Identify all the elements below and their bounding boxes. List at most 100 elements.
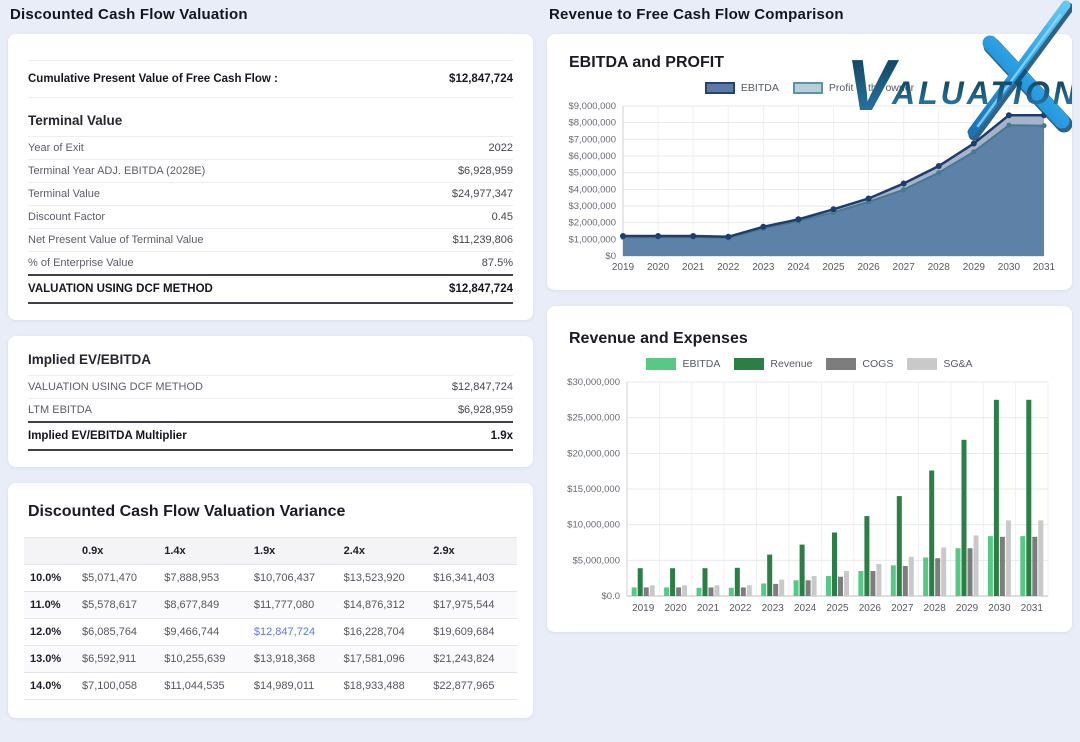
variance-header-row: 0.9x 1.4x 1.9x 2.4x 2.9x	[24, 538, 517, 565]
terminal-value-section: Terminal Value Year of Exit 2022 Termina…	[28, 113, 513, 304]
bar-chart: $0.0$5,000,000$10,000,000$15,000,000$20,…	[563, 376, 1056, 620]
table-row: 13.0%$6,592,911$10,255,639$13,918,368$17…	[24, 646, 517, 673]
left-column: Discounted Cash Flow Valuation Cumulativ…	[8, 4, 533, 734]
bar	[870, 571, 875, 596]
svg-text:$0: $0	[605, 251, 616, 262]
terminal-value-title: Terminal Value	[28, 113, 513, 137]
row-label: 11.0%	[24, 592, 76, 619]
table-cell: $8,677,849	[158, 592, 248, 619]
bar	[1000, 537, 1005, 596]
legend-item: EBITDA	[705, 82, 779, 94]
table-cell: $6,592,911	[76, 646, 158, 673]
bar	[903, 566, 908, 596]
bar	[773, 584, 778, 596]
svg-text:2022: 2022	[717, 262, 740, 273]
bar	[864, 516, 869, 596]
svg-text:2031: 2031	[1021, 603, 1044, 614]
bar	[638, 568, 643, 596]
svg-text:2029: 2029	[956, 603, 979, 614]
col-header: 1.4x	[158, 538, 248, 565]
total-value: $12,847,724	[449, 283, 513, 295]
svg-text:2024: 2024	[787, 262, 810, 273]
data-point	[1041, 112, 1047, 118]
bar	[923, 558, 928, 597]
svg-text:2021: 2021	[682, 262, 705, 273]
table-row: Year of Exit 2022	[28, 137, 513, 160]
svg-text:$4,000,000: $4,000,000	[568, 184, 616, 195]
row-label: VALUATION USING DCF METHOD	[28, 381, 203, 393]
svg-text:$15,000,000: $15,000,000	[567, 484, 620, 495]
legend-label: COGS	[862, 358, 893, 370]
bar	[988, 536, 993, 596]
implied-title: Implied EV/EBITDA	[28, 352, 513, 376]
table-cell: $16,341,403	[427, 565, 517, 592]
bar	[826, 576, 831, 596]
svg-text:2025: 2025	[826, 603, 849, 614]
row-label: Discount Factor	[28, 211, 105, 223]
svg-text:2023: 2023	[762, 603, 785, 614]
corner-cell	[24, 538, 76, 565]
bar	[858, 571, 863, 596]
table-cell: $13,918,368	[248, 646, 338, 673]
bar	[897, 496, 902, 596]
total-value: 1.9x	[491, 430, 513, 442]
bar	[891, 565, 896, 596]
svg-text:2024: 2024	[794, 603, 817, 614]
table-cell: $16,228,704	[338, 619, 428, 646]
legend-label: EBITDA	[741, 82, 779, 94]
bar	[644, 587, 649, 596]
total-label: VALUATION USING DCF METHOD	[28, 283, 213, 295]
legend-swatch-icon	[793, 82, 823, 94]
right-heading: Revenue to Free Cash Flow Comparison	[549, 6, 1072, 23]
table-row: Terminal Value $24,977,347	[28, 183, 513, 206]
bar	[670, 568, 675, 596]
dcf-total-row: VALUATION USING DCF METHOD $12,847,724	[28, 274, 513, 304]
bar	[682, 585, 687, 596]
row-value: 87.5%	[482, 257, 513, 269]
svg-text:$6,000,000: $6,000,000	[568, 151, 616, 162]
table-cell: $11,777,080	[248, 592, 338, 619]
bar	[697, 588, 702, 596]
total-label: Implied EV/EBITDA Multiplier	[28, 430, 187, 442]
data-point	[1006, 123, 1011, 128]
variance-table-body: 10.0%$5,071,470$7,888,953$10,706,437$13,…	[24, 565, 517, 700]
cumulative-pv-row: Cumulative Present Value of Free Cash Fl…	[28, 61, 513, 98]
row-label: 10.0%	[24, 565, 76, 592]
row-value: 2022	[489, 142, 513, 154]
ebitda-profit-card: V ALUATION EBITDA and PROFIT EBITDAProfi…	[547, 34, 1072, 290]
bar	[929, 471, 934, 597]
svg-text:2027: 2027	[893, 262, 916, 273]
svg-text:2026: 2026	[857, 262, 880, 273]
legend-label: Profit to the owner	[829, 82, 914, 94]
cumulative-pv-label: Cumulative Present Value of Free Cash Fl…	[28, 73, 278, 85]
left-heading: Discounted Cash Flow Valuation	[10, 6, 533, 23]
area-chart-title: EBITDA and PROFIT	[569, 54, 1056, 72]
col-header: 2.4x	[338, 538, 428, 565]
legend-swatch-icon	[705, 82, 735, 94]
svg-text:$5,000,000: $5,000,000	[572, 555, 620, 566]
svg-text:$20,000,000: $20,000,000	[567, 448, 620, 459]
svg-text:2026: 2026	[859, 603, 882, 614]
svg-text:$0.0: $0.0	[602, 591, 621, 602]
table-cell: $14,989,011	[248, 673, 338, 700]
legend-item: SG&A	[907, 358, 972, 370]
bar	[1032, 537, 1037, 596]
row-label: 13.0%	[24, 646, 76, 673]
bar	[632, 587, 637, 596]
data-point	[1041, 123, 1046, 128]
bar	[994, 400, 999, 596]
svg-text:2028: 2028	[928, 262, 951, 273]
right-column: Revenue to Free Cash Flow Comparison	[547, 4, 1072, 734]
legend-label: Revenue	[770, 358, 812, 370]
table-cell: $6,085,764	[76, 619, 158, 646]
bar	[956, 548, 961, 596]
svg-text:2020: 2020	[647, 262, 670, 273]
data-point	[725, 234, 731, 240]
svg-text:$2,000,000: $2,000,000	[568, 218, 616, 229]
table-cell[interactable]: $12,847,724	[248, 619, 338, 646]
table-cell: $9,466,744	[158, 619, 248, 646]
legend-item: Profit to the owner	[793, 82, 914, 94]
bar	[709, 587, 714, 596]
table-row: 14.0%$7,100,058$11,044,535$14,989,011$18…	[24, 673, 517, 700]
table-row: Terminal Year ADJ. EBITDA (2028E) $6,928…	[28, 160, 513, 183]
